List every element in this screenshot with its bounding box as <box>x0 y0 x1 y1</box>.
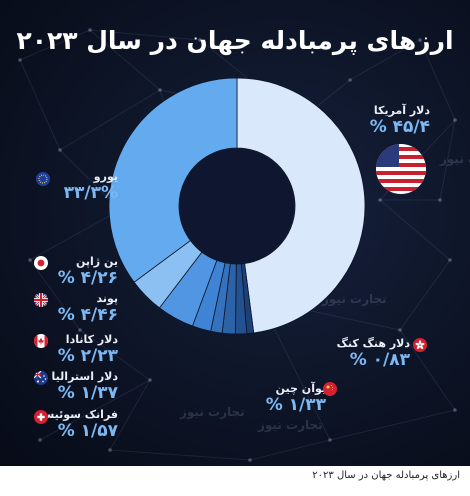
network-node <box>108 448 112 452</box>
hk-flag-icon <box>413 338 427 352</box>
donut-chart <box>108 77 366 335</box>
network-line <box>79 329 151 381</box>
watermark: تجارت نیوز <box>322 292 387 306</box>
network-line <box>109 379 151 451</box>
slice-value-aud: ۱/۳۷ % <box>57 383 118 403</box>
network-line <box>399 259 451 331</box>
network-line <box>399 329 456 411</box>
network-node <box>28 258 32 262</box>
au-flag-icon <box>34 371 48 385</box>
slice-value-chf: ۱/۵۷ % <box>57 421 118 441</box>
network-node <box>453 118 457 122</box>
slice-name-usd: دلار آمریکا <box>373 104 430 117</box>
slice-name-hkd: دلار هنگ کنگ <box>336 337 410 350</box>
infographic-card: ارزهای پرمبادله جهان در سال ۲۰۲۳ تجارت ن… <box>0 0 470 466</box>
network-line <box>29 209 121 261</box>
slice-value-gbp: ۴/۴۶ % <box>57 305 118 325</box>
network-line <box>59 89 161 151</box>
network-node <box>453 408 457 412</box>
slice-usd <box>236 77 366 334</box>
ca-flag-icon <box>34 334 48 348</box>
network-node <box>398 328 402 332</box>
network-node <box>148 378 152 382</box>
label-gbp: پوند ۴/۴۶ % <box>30 292 118 325</box>
network-line <box>109 449 251 461</box>
eu-flag-icon <box>36 172 50 186</box>
network-line <box>19 59 61 151</box>
slice-name-jpy: ین ژاپن <box>76 255 118 268</box>
network-node <box>348 78 352 82</box>
watermark: تجارت نیوز <box>180 405 245 419</box>
slice-name-cny: یوآن چین <box>275 382 326 395</box>
slice-name-gbp: پوند <box>96 292 118 305</box>
slice-name-cad: دلار کانادا <box>65 333 118 346</box>
network-line <box>29 259 81 331</box>
network-line <box>89 29 161 91</box>
network-node <box>418 38 422 42</box>
chart-title: ارزهای پرمبادله جهان در سال ۲۰۲۳ <box>16 26 454 55</box>
slice-value-eur: ۳۳/۳% <box>63 183 118 203</box>
network-line <box>249 439 331 461</box>
slice-value-cny: ۱/۳۳ % <box>265 395 326 415</box>
label-hkd: دلار هنگ کنگ ۰/۸۳ % <box>335 337 410 370</box>
donut-hole <box>180 149 294 263</box>
label-cad: دلار کانادا ۲/۲۳ % <box>30 333 118 366</box>
network-node <box>438 198 442 202</box>
label-jpy: ین ژاپن ۴/۲۶ % <box>30 255 118 288</box>
network-line <box>349 39 421 81</box>
network-node <box>328 438 332 442</box>
slice-value-cad: ۲/۲۳ % <box>57 346 118 366</box>
network-node <box>198 38 202 42</box>
cn-flag-icon <box>323 382 337 396</box>
network-node <box>18 58 22 62</box>
network-line <box>379 199 451 261</box>
network-node <box>448 258 452 262</box>
label-aud: دلار استرالیا ۱/۳۷ % <box>30 370 118 403</box>
network-node <box>88 28 92 32</box>
slice-eur <box>108 77 238 283</box>
ch-flag-icon <box>34 410 48 424</box>
label-eur: یورو ۳۳/۳% <box>30 170 118 203</box>
network-line <box>89 29 201 41</box>
slice-value-usd: ۴۵/۴ % <box>369 117 430 137</box>
jp-flag-icon <box>34 256 48 270</box>
network-node <box>38 438 42 442</box>
network-line <box>439 119 456 201</box>
network-node <box>378 198 382 202</box>
slice-value-jpy: ۴/۲۶ % <box>57 268 118 288</box>
uk-flag-icon <box>34 293 48 307</box>
network-node <box>158 88 162 92</box>
network-node <box>58 148 62 152</box>
slice-name-chf: فرانک سوئیس <box>39 408 118 421</box>
network-node <box>248 458 252 462</box>
watermark: تجارت نیوز <box>440 152 470 166</box>
slice-name-aud: دلار استرالیا <box>51 370 118 383</box>
network-line <box>19 29 91 61</box>
label-chf: فرانک سوئیس ۱/۵۷ % <box>30 408 118 441</box>
network-line <box>39 379 151 441</box>
image-caption: ارزهای پرمبادله جهان در سال ۲۰۲۳ <box>312 470 460 481</box>
label-cny: یوآن چین ۱/۳۳ % <box>254 382 326 415</box>
slice-name-eur: یورو <box>93 170 118 183</box>
label-usd: دلار آمریکا ۴۵/۴ % <box>360 104 430 137</box>
network-line <box>329 409 456 441</box>
slice-value-hkd: ۰/۸۳ % <box>349 350 410 370</box>
us-flag-icon <box>376 144 426 194</box>
network-line <box>419 39 456 121</box>
network-node <box>78 328 82 332</box>
watermark: تجارت نیوز <box>258 418 323 432</box>
